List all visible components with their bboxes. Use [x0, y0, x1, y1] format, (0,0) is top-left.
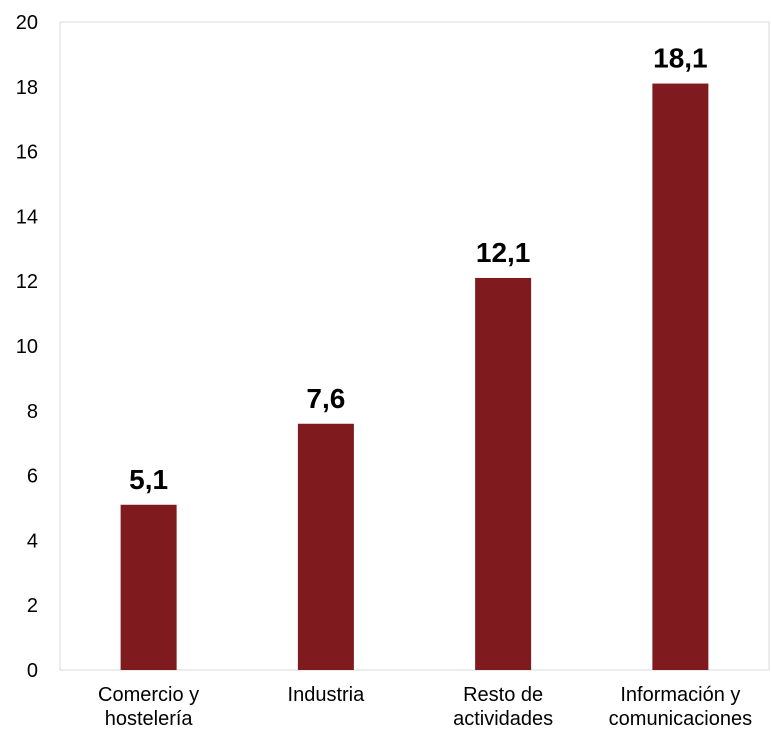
bar — [652, 83, 709, 670]
x-category-label: hostelería — [105, 708, 194, 730]
y-tick-label: 14 — [16, 206, 38, 228]
x-category-label: Industria — [288, 684, 366, 706]
y-tick-label: 8 — [27, 401, 38, 423]
y-tick-label: 0 — [27, 660, 38, 682]
y-tick-label: 16 — [16, 142, 38, 164]
y-tick-label: 10 — [16, 336, 38, 358]
bar — [120, 504, 177, 670]
y-axis: 0 2 4 6 8 10 12 14 16 18 20 — [16, 12, 38, 682]
bars — [120, 83, 709, 670]
x-category-label: Resto de — [463, 684, 543, 706]
x-category-label: Información y — [620, 684, 740, 706]
y-tick-label: 2 — [27, 595, 38, 617]
x-category-label: comunicaciones — [609, 708, 752, 730]
y-tick-label: 20 — [16, 12, 38, 34]
y-tick-label: 4 — [27, 530, 38, 552]
bar-value-label: 7,6 — [306, 383, 345, 414]
bar — [297, 423, 354, 670]
x-category-label: Comercio y — [98, 684, 199, 706]
plot-area-frame — [59, 21, 770, 671]
bar-value-label: 5,1 — [129, 464, 168, 495]
y-tick-label: 18 — [16, 77, 38, 99]
y-tick-label: 12 — [16, 271, 38, 293]
y-tick-label: 6 — [27, 466, 38, 488]
bar-value-label: 18,1 — [653, 43, 708, 74]
bar-value-label: 12,1 — [476, 237, 531, 268]
x-category-label: actividades — [453, 708, 553, 730]
bar — [475, 277, 532, 670]
data-labels: 5,1 7,6 12,1 18,1 — [129, 43, 707, 495]
